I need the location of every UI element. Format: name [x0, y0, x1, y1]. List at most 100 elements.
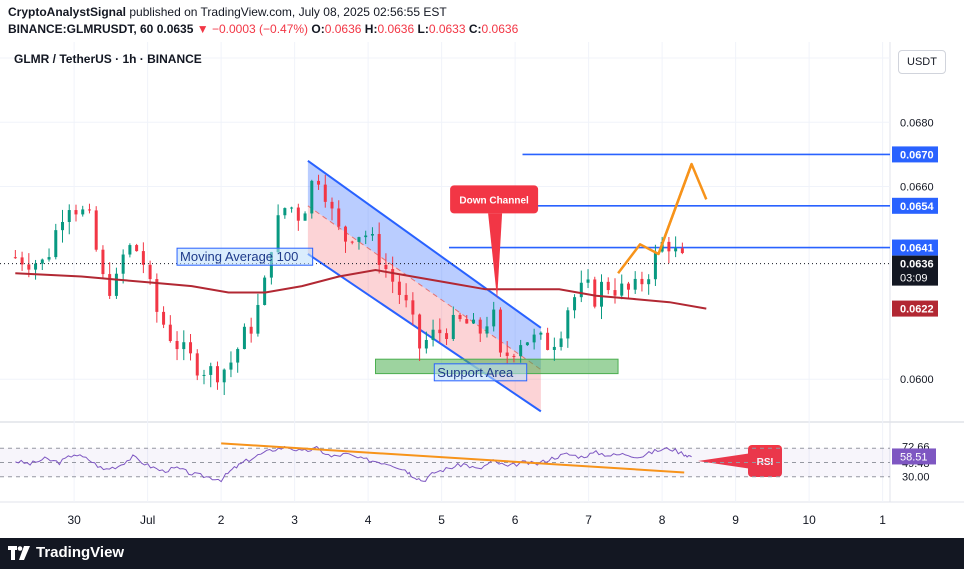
- candle-body: [458, 314, 462, 320]
- candle-body: [283, 208, 287, 216]
- tradingview-logo[interactable]: TradingView: [8, 544, 124, 561]
- rsi-axis-label: 30.00: [902, 472, 930, 484]
- candle-body: [350, 241, 354, 243]
- publish-info: CryptoAnalystSignal published on Trading…: [8, 5, 447, 19]
- price-level-tag: [892, 300, 938, 317]
- publisher-name[interactable]: CryptoAnalystSignal: [8, 5, 127, 19]
- candle-body: [357, 237, 361, 242]
- price-axis-label: 0.0660: [900, 182, 934, 194]
- last-price-tag: [892, 255, 938, 286]
- callout-box: [450, 185, 539, 214]
- time-axis-label: 10: [802, 513, 816, 527]
- candle-body: [653, 251, 657, 280]
- candle-body: [343, 226, 347, 242]
- rsi-callout-label: RSI: [757, 457, 774, 468]
- chart-header: CryptoAnalystSignal published on Trading…: [0, 0, 964, 42]
- candle-body: [411, 300, 415, 315]
- candle-body: [418, 314, 422, 349]
- candle-body: [310, 180, 314, 214]
- price-pane-bg: [0, 42, 964, 421]
- candle-body: [40, 259, 44, 264]
- candle-body: [61, 221, 65, 231]
- candle-body: [276, 215, 280, 253]
- candle-body: [472, 319, 475, 324]
- price-level-label: 0.0654: [900, 201, 935, 213]
- candle-body: [546, 332, 550, 350]
- candle-body: [175, 341, 179, 350]
- candle-body: [451, 314, 455, 340]
- ohlc-line: BINANCE:GLMRUSDT, 60 0.0635 ▼ −0.0003 (−…: [8, 22, 518, 36]
- candle-body: [162, 311, 166, 325]
- price-chart-svg[interactable]: 30Jul234567891010.07000.06800.06600.0600…: [0, 42, 964, 538]
- price-axis-label: 0.0680: [900, 117, 934, 129]
- candle-body: [478, 319, 482, 334]
- candle-body: [640, 278, 644, 285]
- candle-body: [364, 235, 368, 238]
- price-level-tag: [892, 197, 938, 214]
- candle-body: [492, 309, 496, 327]
- candle-body: [579, 282, 583, 298]
- candle-body: [397, 281, 401, 295]
- chart-area[interactable]: 30Jul234567891010.07000.06800.06600.0600…: [0, 42, 964, 538]
- high-value: 0.0636: [377, 22, 415, 36]
- candle-body: [249, 326, 253, 334]
- candle-body: [559, 338, 563, 347]
- candle-body: [438, 329, 442, 334]
- candle-body: [512, 355, 516, 357]
- candle-body: [290, 207, 294, 209]
- candle-body: [303, 213, 307, 221]
- candle-body: [633, 278, 637, 290]
- candle-body: [108, 274, 112, 296]
- rsi-callout-pointer: [698, 453, 752, 469]
- candle-body: [54, 230, 58, 258]
- channel-lower-line: [307, 253, 542, 413]
- candle-body: [189, 342, 193, 354]
- tradingview-logo-icon: [8, 545, 30, 560]
- time-axis-label: 30: [67, 513, 81, 527]
- candle-body: [67, 210, 71, 222]
- time-axis-label: 9: [732, 513, 739, 527]
- candle-body: [27, 264, 31, 270]
- footer-bar: TradingView: [0, 538, 964, 569]
- candle-body: [485, 326, 489, 334]
- candle-body: [34, 263, 38, 270]
- candle-body: [370, 234, 374, 236]
- candle-body: [317, 180, 321, 185]
- candle-body: [465, 319, 469, 324]
- candle-body: [613, 290, 617, 296]
- candle-body: [566, 310, 570, 339]
- candle-body: [391, 268, 395, 282]
- candle-body: [337, 208, 341, 227]
- candle-body: [182, 342, 186, 350]
- projection-arrowhead: [657, 162, 708, 255]
- published-text: published on TradingView.com, July 08, 2…: [129, 5, 447, 19]
- candle-body: [114, 273, 118, 296]
- currency-button[interactable]: USDT: [898, 50, 946, 74]
- candle-body: [424, 340, 428, 349]
- candle-body: [404, 294, 408, 301]
- candle-body: [586, 279, 590, 283]
- price-level-tag: [892, 239, 938, 256]
- candle-body: [148, 264, 152, 280]
- candle-body: [47, 257, 51, 260]
- candle-body: [525, 342, 529, 346]
- candle-body: [195, 353, 199, 376]
- candle-body: [236, 349, 240, 363]
- candle-body: [620, 283, 624, 296]
- annotation-box: [176, 247, 314, 266]
- candle-body: [296, 207, 300, 221]
- price-level-tag: [892, 146, 938, 163]
- tradingview-brand: TradingView: [36, 544, 125, 561]
- symbol-legend: GLMR / TetherUS · 1h · BINANCE: [14, 52, 202, 66]
- candle-body: [519, 345, 523, 357]
- price-level-label: 0.0641: [900, 243, 934, 255]
- candle-body: [680, 248, 684, 254]
- annotation-box: [433, 363, 528, 382]
- candle-body: [87, 209, 91, 211]
- time-axis-label: 5: [438, 513, 445, 527]
- candle-body: [209, 366, 213, 375]
- channel-upper-line: [307, 160, 542, 329]
- candle-body: [552, 346, 556, 350]
- callout-pointer: [488, 213, 503, 299]
- candle-body: [155, 279, 159, 312]
